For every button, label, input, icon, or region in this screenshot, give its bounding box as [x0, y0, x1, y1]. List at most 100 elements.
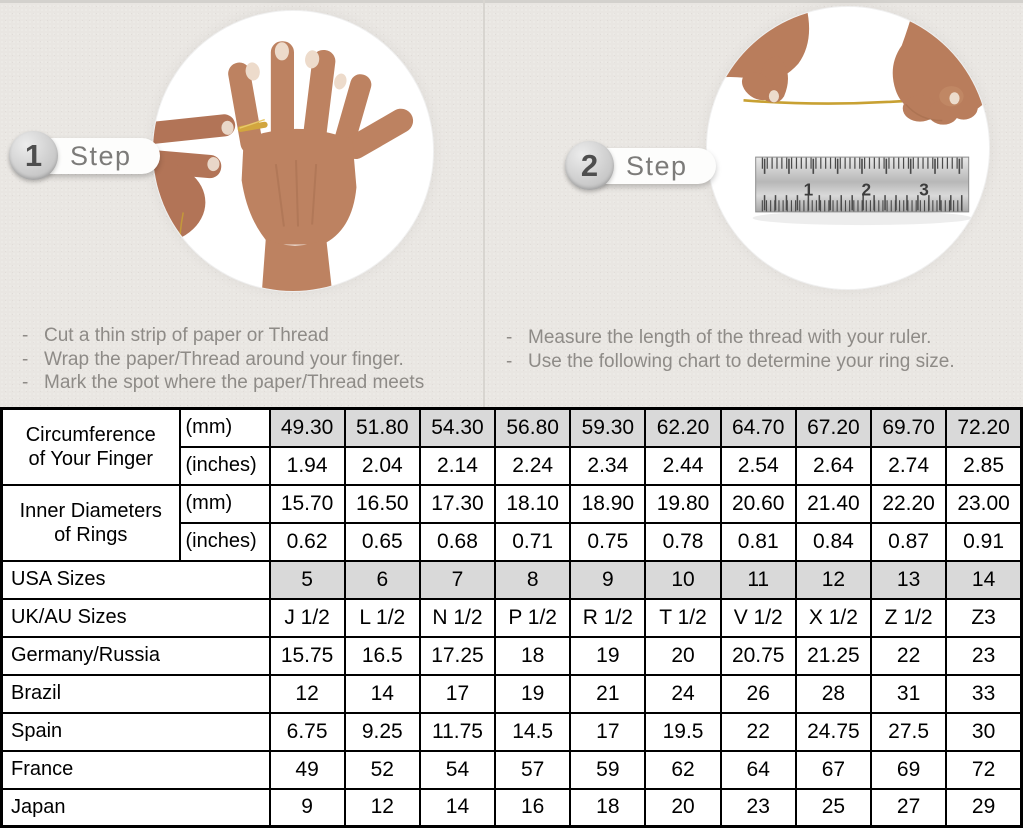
size-value-cell: 2.54 [719, 445, 797, 486]
size-value-cell: 6.75 [268, 711, 346, 752]
second-hand-icon [153, 114, 236, 291]
row-unit-label: (inches) [178, 445, 271, 486]
step2-badge: 2 Step [565, 141, 716, 190]
size-value-cell: 27.5 [869, 711, 948, 752]
size-value-cell: 2.24 [494, 445, 572, 486]
row-label: UK/AU Sizes [0, 597, 271, 638]
step2-instructions: - Measure the length of the thread with … [506, 326, 955, 373]
size-value-cell: 18.10 [494, 483, 572, 524]
row-group-label: Inner Diameters of Rings [0, 483, 181, 562]
instruction-text: Use the following chart to determine you… [528, 350, 955, 372]
size-value-cell: 12 [268, 673, 346, 714]
row-group-label: Circumference of Your Finger [0, 407, 181, 486]
size-value-cell: 59 [569, 749, 647, 790]
row-unit-label: (mm) [178, 407, 271, 448]
table-row: France 49 52 54 57 59 62 64 67 69 72 [0, 749, 1023, 790]
size-value-cell: 64 [719, 749, 797, 790]
size-value-cell: 49 [268, 749, 346, 790]
instruction-line: - Cut a thin strip of paper or Thread [22, 324, 424, 348]
table-row: Spain 6.75 9.25 11.75 14.5 17 19.5 22 24.75 27.5… [0, 711, 1023, 752]
size-value-cell: 18 [494, 635, 572, 676]
size-value-cell: 0.68 [418, 521, 497, 562]
top-border [0, 0, 1023, 3]
size-value-cell: 20.60 [719, 483, 797, 524]
size-value-cell: 20 [644, 787, 722, 828]
size-value-cell: V 1/2 [719, 597, 797, 638]
size-value-cell: 19.80 [644, 483, 722, 524]
bullet-dash: - [506, 350, 513, 372]
table-row: (inches) 0.62 0.65 0.68 0.71 0.75 0.78 0.81 0.8… [2, 521, 1023, 562]
size-value-cell: 17.30 [418, 483, 497, 524]
size-value-cell: 0.91 [945, 521, 1023, 562]
size-value-cell: 1.94 [268, 445, 346, 486]
size-value-cell: 2.64 [794, 445, 873, 486]
size-value-cell: 27 [869, 787, 948, 828]
thread-ring-icon [237, 118, 268, 132]
step2-photo: 1 2 3 [706, 6, 990, 290]
size-value-cell: 2.74 [869, 445, 948, 486]
size-value-cell: 10 [644, 559, 722, 600]
size-value-cell: 23.00 [945, 483, 1023, 524]
size-value-cell: 2.04 [343, 445, 421, 486]
size-value-cell: T 1/2 [644, 597, 722, 638]
size-value-cell: 67 [794, 749, 873, 790]
size-value-cell: 17 [569, 711, 647, 752]
right-hand-icon [859, 7, 989, 125]
size-value-cell: 12 [794, 559, 873, 600]
size-value-cell: 64.70 [719, 407, 797, 448]
size-value-cell: 21 [569, 673, 647, 714]
size-value-cell: 0.75 [569, 521, 647, 562]
size-value-cell: 11.75 [418, 711, 497, 752]
size-value-cell: 25 [794, 787, 873, 828]
size-value-cell: 2.14 [418, 445, 497, 486]
size-value-cell: Z 1/2 [869, 597, 948, 638]
size-value-cell: 22 [869, 635, 948, 676]
instruction-text: Cut a thin strip of paper or Thread [44, 325, 329, 346]
left-hand-icon [707, 7, 810, 103]
table-row: Japan 9 12 14 16 18 20 23 25 27 29 [0, 787, 1023, 828]
size-value-cell: X 1/2 [794, 597, 873, 638]
instruction-text: Measure the length of the thread with yo… [528, 327, 932, 348]
size-value-cell: Z3 [945, 597, 1023, 638]
size-value-cell: 24.75 [794, 711, 873, 752]
size-value-cell: 67.20 [794, 407, 873, 448]
ruler-number-1: 1 [804, 180, 814, 200]
row-unit-label: (mm) [178, 483, 271, 524]
size-value-cell: N 1/2 [418, 597, 497, 638]
step1-photo [152, 10, 434, 292]
size-value-cell: 9 [268, 787, 346, 828]
size-value-cell: 52 [343, 749, 421, 790]
table-row: USA Sizes 5 6 7 8 9 10 11 12 13 14 [0, 559, 1023, 600]
size-value-cell: 2.44 [644, 445, 722, 486]
size-value-cell: 14 [945, 559, 1023, 600]
step1-badge: 1 Step [9, 131, 160, 180]
size-value-cell: 51.80 [343, 407, 421, 448]
main-hand-icon [228, 41, 414, 291]
bullet-dash: - [22, 372, 29, 393]
size-value-cell: 54.30 [418, 407, 497, 448]
size-value-cell: 2.85 [945, 445, 1023, 486]
size-value-cell: 23 [945, 635, 1023, 676]
size-value-cell: P 1/2 [494, 597, 572, 638]
instruction-line: - Wrap the paper/Thread around your fing… [22, 348, 424, 372]
size-value-cell: 8 [494, 559, 572, 600]
instruction-text: Mark the spot where the paper/Thread mee… [44, 372, 425, 393]
size-value-cell: 49.30 [268, 407, 346, 448]
size-value-cell: 69 [869, 749, 948, 790]
size-value-cell: 72 [945, 749, 1023, 790]
section-divider [483, 0, 485, 407]
size-value-cell: 15.75 [268, 635, 346, 676]
size-value-cell: 13 [869, 559, 948, 600]
size-value-cell: 62.20 [644, 407, 722, 448]
size-value-cell: 16.50 [343, 483, 421, 524]
table-row: UK/AU Sizes J 1/2 L 1/2 N 1/2 P 1/2 R 1/2 T 1… [0, 597, 1023, 638]
size-value-cell: 0.87 [869, 521, 948, 562]
size-value-cell: 23 [719, 787, 797, 828]
size-value-cell: 0.84 [794, 521, 873, 562]
bullet-dash: - [22, 325, 29, 346]
table-row: Circumference of Your Finger (mm) 49.30 5… [0, 407, 1023, 486]
step1-label: Step [70, 140, 132, 171]
size-value-cell: 18.90 [569, 483, 647, 524]
size-value-cell: 33 [945, 673, 1023, 714]
size-value-cell: 69.70 [869, 407, 948, 448]
